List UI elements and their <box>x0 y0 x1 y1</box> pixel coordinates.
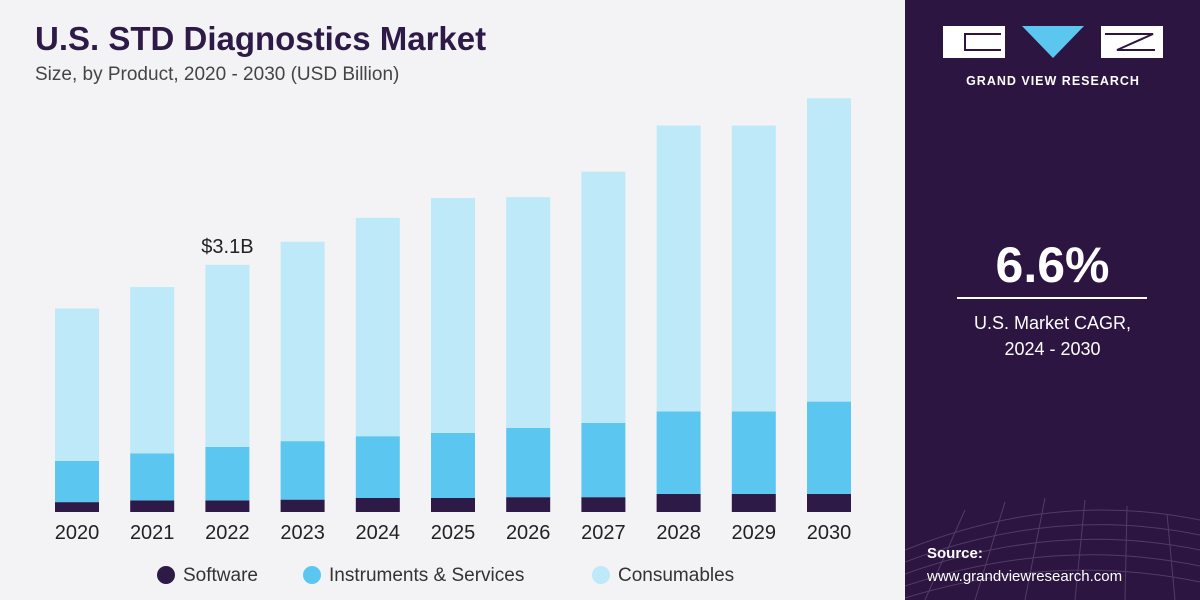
bar-2023-software <box>280 499 325 512</box>
data-label-2022: $3.1B <box>201 236 253 258</box>
bar-2028-software <box>656 493 701 512</box>
source-url[interactable]: www.grandviewresearch.com <box>927 568 1123 585</box>
bar-2023-consumables <box>280 241 325 442</box>
bar-2020-software <box>55 502 99 512</box>
x-tick-label: 2022 <box>205 522 250 544</box>
cagr-label: U.S. Market CAGR, 2024 - 2030 <box>905 310 1200 362</box>
decorative-grid-graphic <box>905 497 1200 600</box>
legend-label: Consumables <box>618 565 734 586</box>
legend-swatch-software <box>157 566 175 584</box>
bar-2026-instruments-services <box>506 427 551 498</box>
logo-mark-icon <box>943 26 1163 58</box>
bar-2023-instruments-services <box>280 441 325 500</box>
x-tick-label: 2028 <box>656 522 701 544</box>
bar-2022-consumables <box>205 264 250 447</box>
bar-2022-instruments-services <box>205 446 250 501</box>
bar-2020-consumables <box>55 308 99 461</box>
bar-2030-consumables <box>807 98 851 402</box>
logo-text: GRAND VIEW RESEARCH <box>966 74 1140 88</box>
bar-2020-instruments-services <box>55 460 99 503</box>
bar-2021-software <box>130 500 175 512</box>
chart-title: U.S. STD Diagnostics Market <box>35 20 487 57</box>
bar-2030-instruments-services <box>807 401 851 494</box>
cagr-value: 6.6% <box>995 237 1110 293</box>
x-tick-label: 2021 <box>130 522 175 544</box>
x-tick-label: 2030 <box>807 522 852 544</box>
bar-2029-consumables <box>731 125 776 412</box>
bar-2024-software <box>355 497 400 512</box>
bar-2025-consumables <box>431 198 475 433</box>
bar-2022-software <box>205 500 250 512</box>
bar-2025-software <box>431 497 475 512</box>
bar-2029-instruments-services <box>731 411 776 494</box>
legend: Software Instruments & Services Consumable… <box>157 565 734 586</box>
annotation-group: $3.1B <box>201 236 253 258</box>
x-tick-label: 2025 <box>431 522 476 544</box>
bar-2029-software <box>731 493 776 512</box>
x-axis-tick-labels: 2020 2021 2022 2023 2024 2025 2026 2027 2028 2029… <box>55 522 852 544</box>
bar-2027-instruments-services <box>581 423 626 498</box>
x-tick-label: 2026 <box>506 522 551 544</box>
bar-2027-consumables <box>581 171 626 424</box>
legend-label: Instruments & Services <box>329 565 524 586</box>
x-tick-label: 2020 <box>55 522 100 544</box>
legend-swatch-instruments-services <box>303 566 321 584</box>
cagr-divider <box>957 297 1147 299</box>
summary-panel: GRAND VIEW RESEARCH 6.6% U.S. Market CAG… <box>905 0 1200 600</box>
x-tick-label: 2029 <box>732 522 777 544</box>
bar-2021-consumables <box>130 287 175 454</box>
bar-2030-software <box>807 493 851 512</box>
legend-label: Software <box>183 565 258 586</box>
bar-2024-instruments-services <box>355 436 400 498</box>
x-tick-label: 2023 <box>280 522 325 544</box>
bar-2026-software <box>506 497 551 512</box>
bar-2027-software <box>581 497 626 512</box>
bar-2021-instruments-services <box>130 453 175 501</box>
stacked-bar-chart: $3.1B 2020 2021 2022 2023 2024 2025 2026 2027 20… <box>55 98 852 586</box>
bar-2025-instruments-services <box>431 432 475 498</box>
chart-subtitle: Size, by Product, 2020 - 2030 (USD Billi… <box>35 64 400 85</box>
bar-group <box>55 98 851 512</box>
source-label: Source: <box>927 545 983 562</box>
bar-2026-consumables <box>506 197 551 428</box>
x-tick-label: 2024 <box>356 522 401 544</box>
legend-swatch-consumables <box>592 566 610 584</box>
cagr-label-line1: U.S. Market CAGR, <box>973 313 1132 333</box>
x-tick-label: 2027 <box>581 522 626 544</box>
cagr-label-line2: 2024 - 2030 <box>1004 339 1101 359</box>
bar-2028-consumables <box>656 125 701 412</box>
chart-panel: U.S. STD Diagnostics Market Size, by Pro… <box>0 0 905 600</box>
bar-2024-consumables <box>355 217 400 437</box>
bar-2028-instruments-services <box>656 411 701 494</box>
brand-logo: GRAND VIEW RESEARCH <box>943 22 1163 92</box>
